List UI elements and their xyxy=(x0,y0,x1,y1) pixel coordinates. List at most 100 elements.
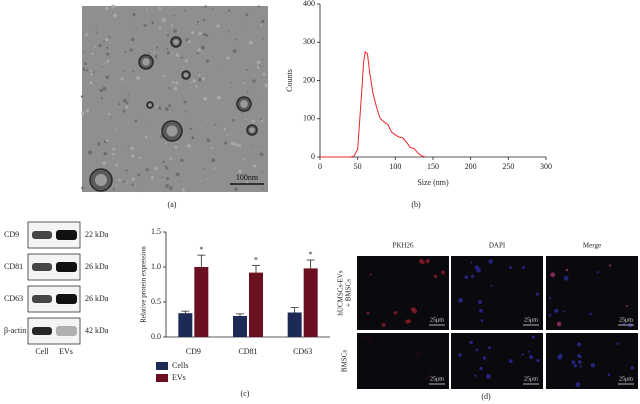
tem-speck xyxy=(136,43,138,45)
tem-speck xyxy=(260,119,264,123)
cell-signal xyxy=(548,313,552,317)
tem-speck xyxy=(203,6,205,8)
tem-speck xyxy=(116,62,118,64)
tem-speck xyxy=(132,12,136,17)
tem-speck xyxy=(242,81,245,85)
tem-speck xyxy=(175,172,180,177)
cell-signal xyxy=(609,264,612,267)
tem-speck xyxy=(232,118,235,122)
tem-speck xyxy=(200,45,205,50)
tem-speck xyxy=(131,183,134,186)
tem-speck xyxy=(192,79,196,83)
tem-speck xyxy=(199,127,202,129)
tem-speck xyxy=(130,37,135,42)
tem-speck xyxy=(118,103,121,106)
tem-speck xyxy=(136,75,140,80)
tem-speck xyxy=(97,142,101,146)
tem-speck xyxy=(131,154,135,158)
cell-signal xyxy=(589,312,592,316)
tem-speck xyxy=(196,52,199,55)
tem-speck xyxy=(100,97,104,100)
y-tick-label: 400 xyxy=(303,0,315,8)
panel-label: (d) xyxy=(481,392,491,401)
tem-speck xyxy=(106,52,110,56)
cell-signal xyxy=(490,284,493,287)
tem-speck xyxy=(129,48,133,52)
tem-speck xyxy=(166,47,169,50)
error-bar xyxy=(236,313,244,316)
cell-signal xyxy=(508,265,512,269)
cell-signal xyxy=(387,380,391,384)
significance: * xyxy=(199,245,203,254)
tem-speck xyxy=(106,59,110,63)
tem-speck xyxy=(205,34,209,37)
cell-signal xyxy=(563,275,569,281)
tem-speck xyxy=(171,81,175,84)
scale-label: 25μm xyxy=(430,317,444,323)
cell-signal xyxy=(381,323,386,328)
tem-speck xyxy=(235,143,239,147)
tem-speck xyxy=(183,66,185,69)
cell-signal xyxy=(522,265,526,269)
tem-speck xyxy=(137,173,141,177)
tem-speck xyxy=(156,105,159,108)
tem-speck xyxy=(161,17,163,20)
tem-speck xyxy=(125,169,128,172)
cell-signal xyxy=(559,353,563,357)
tem-speck xyxy=(138,156,142,160)
tem-speck xyxy=(217,95,221,100)
tem-speck xyxy=(245,29,247,31)
tem-speck xyxy=(112,152,115,156)
tem-speck xyxy=(122,70,125,72)
cell-signal xyxy=(607,373,611,376)
tem-speck xyxy=(228,9,231,12)
tem-speck xyxy=(175,81,179,85)
tem-speck xyxy=(146,70,149,72)
tem-speck xyxy=(135,28,138,30)
tem-speck xyxy=(170,24,174,27)
tem-speck xyxy=(143,23,147,28)
blot-band xyxy=(56,294,77,304)
tem-speck xyxy=(210,147,214,150)
blot-label: β-actin xyxy=(4,326,26,335)
tem-speck xyxy=(179,180,181,183)
x-tick-label: 250 xyxy=(502,162,514,171)
blot-weight: 26 kDa xyxy=(85,262,109,271)
scale-label: 25μm xyxy=(524,317,538,323)
cell-signal xyxy=(475,348,479,352)
cell-signal xyxy=(437,369,442,373)
cell-signal xyxy=(425,376,430,381)
lane-label: Cell xyxy=(35,347,49,356)
tem-speck xyxy=(108,36,111,39)
cell-signal xyxy=(420,350,424,354)
cell-signal xyxy=(508,359,513,364)
tem-speck xyxy=(165,107,169,111)
cell-signal xyxy=(531,335,536,339)
tem-speck xyxy=(226,56,230,60)
tem-speck xyxy=(214,123,217,126)
tem-speck xyxy=(98,43,102,48)
tem-speck xyxy=(89,81,93,85)
cell-signal xyxy=(573,363,578,368)
tem-speck xyxy=(148,51,150,54)
tem-speck xyxy=(116,184,118,187)
tem-speck xyxy=(184,110,187,113)
vesicle-core xyxy=(148,103,152,107)
blot-label: CD81 xyxy=(4,262,23,271)
cell-signal xyxy=(485,373,491,379)
tem-speck xyxy=(190,81,193,84)
tem-speck xyxy=(91,52,94,56)
blot-weight: 42 kDa xyxy=(85,326,109,335)
tem-speck xyxy=(112,147,116,151)
tem-speck xyxy=(158,6,162,10)
tem-speck xyxy=(83,50,86,53)
tem-speck xyxy=(226,134,228,136)
tem-speck xyxy=(94,35,96,37)
tem-speck xyxy=(212,105,214,107)
tem-speck xyxy=(158,26,162,29)
y-tick-label: 1.5 xyxy=(151,227,161,236)
cell-signal xyxy=(488,259,493,264)
tem-speck xyxy=(174,145,178,149)
blot-band xyxy=(32,295,52,303)
tem-speck xyxy=(164,165,167,168)
